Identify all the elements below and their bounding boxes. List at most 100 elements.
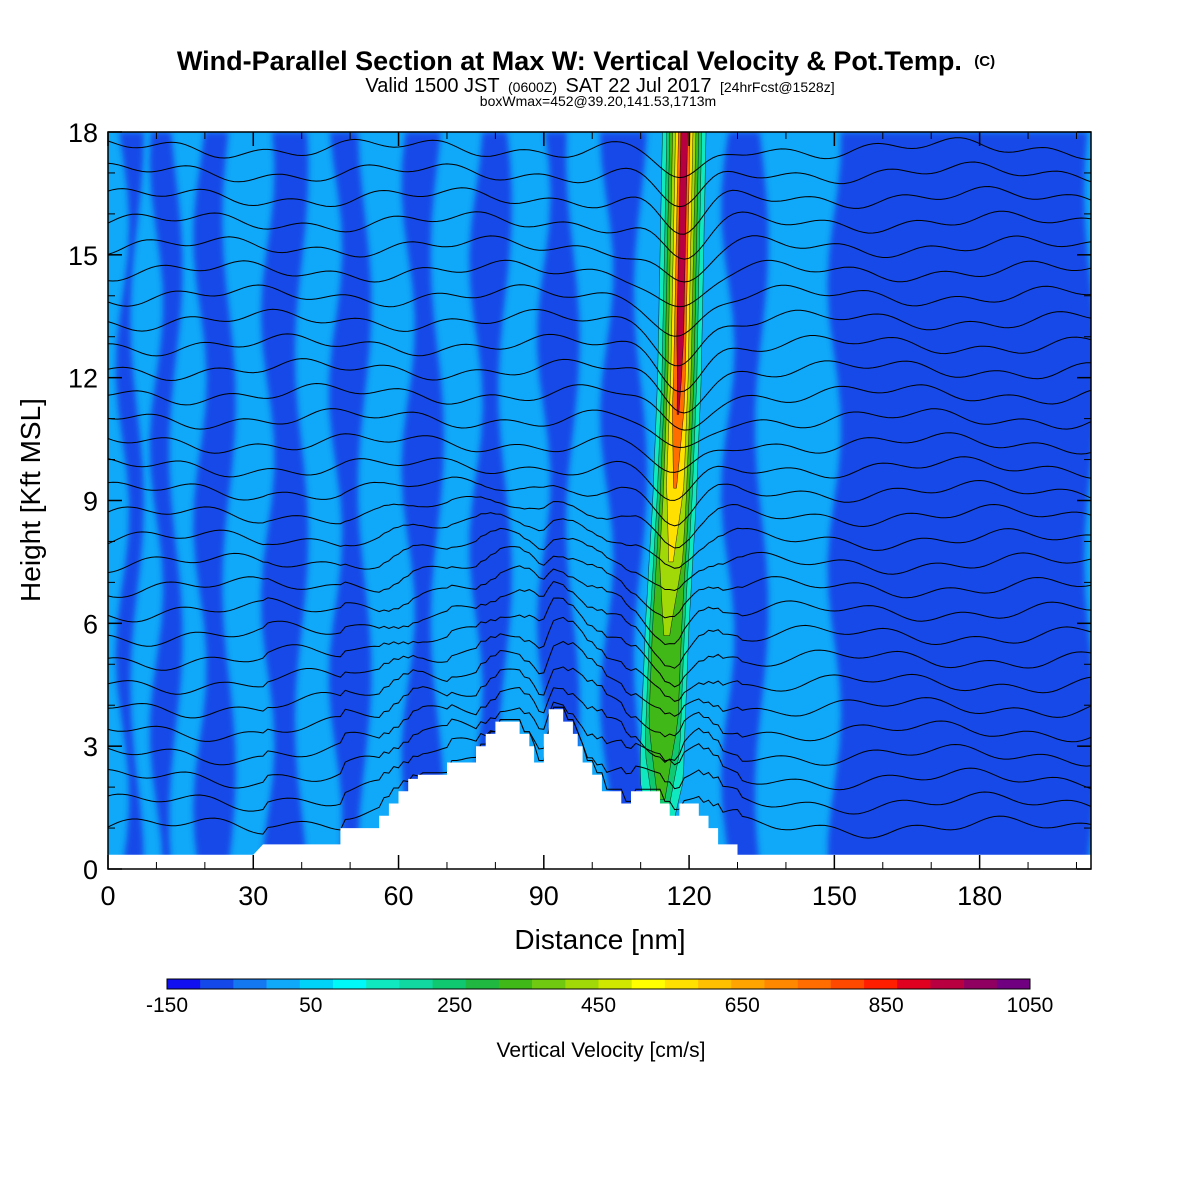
chart-subtitle-2: boxWmax=452@39.20,141.53,1713m <box>480 93 716 109</box>
y-tick-label: 15 <box>68 241 98 271</box>
isentrope-line <box>108 210 1091 260</box>
colorbar: -150 50 250 450 650 850 1050 <box>146 978 1054 1017</box>
isentrope-line <box>108 706 1091 815</box>
isentrope-line <box>108 666 1091 743</box>
colorbar-tick-label: 50 <box>299 994 322 1017</box>
chart-title: Wind-Parallel Section at Max W: Vertical… <box>177 46 995 76</box>
colorbar-swatch <box>366 979 400 989</box>
y-tick-label: 3 <box>83 732 98 762</box>
x-tick-label: 60 <box>384 881 414 911</box>
isentrope-line <box>108 597 1091 688</box>
isentrope-line <box>108 546 1091 619</box>
colorbar-swatch <box>332 979 367 989</box>
colorbar-swatch <box>797 979 832 989</box>
colorbar-swatch <box>465 979 500 989</box>
isentrope-line <box>108 432 1091 473</box>
x-tick-label: 30 <box>238 881 268 911</box>
terrain <box>108 709 1091 869</box>
x-tick-label: 150 <box>812 881 857 911</box>
isentrope-line <box>108 358 1091 414</box>
colorbar-swatch <box>631 979 666 989</box>
colorbar-label: Vertical Velocity [cm/s] <box>497 1039 706 1062</box>
x-tick-label: 90 <box>529 881 559 911</box>
isentrope-line <box>108 161 1091 208</box>
x-axis-label: Distance [nm] <box>514 924 685 955</box>
colorbar-swatch <box>167 979 201 989</box>
updraft-contour <box>676 132 688 415</box>
colorbar-swatch <box>399 979 433 989</box>
colorbar-swatch <box>830 979 865 989</box>
downdraft-band <box>721 132 769 869</box>
downdraft-band <box>827 132 1091 869</box>
colorbar-swatch <box>498 979 533 989</box>
x-tick-label: 180 <box>957 881 1002 911</box>
colorbar-swatch <box>897 979 931 989</box>
isentrope-line <box>108 496 1091 549</box>
isentrope-line <box>108 137 1091 179</box>
downdraft-band <box>328 132 372 869</box>
plot-area <box>108 132 1091 869</box>
vertical-velocity-field <box>115 132 1091 869</box>
colorbar-swatch <box>664 979 699 989</box>
isentrope-line <box>108 706 1091 839</box>
isentrope-line <box>108 333 1091 393</box>
chart-subtitle: Valid 1500 JST (0600Z) SAT 22 Jul 2017 [… <box>365 75 834 97</box>
isentrope-line <box>108 456 1091 501</box>
y-axis-label: Height [Kft MSL] <box>15 398 46 602</box>
downdraft-band <box>261 132 309 869</box>
isentrope-line <box>108 701 1091 791</box>
potential-temperature-contours <box>108 137 1091 839</box>
colorbar-swatch <box>200 979 234 989</box>
colorbar-swatch <box>598 979 632 989</box>
isentrope-line <box>108 476 1091 527</box>
isentrope-line <box>108 284 1091 337</box>
isentrope-line <box>108 640 1091 719</box>
downdraft-band <box>401 132 445 869</box>
colorbar-swatch <box>233 979 267 989</box>
y-tick-label: 6 <box>83 609 98 639</box>
axes: 0 30 60 90 120 150 180 0 3 6 9 12 15 18 <box>68 118 1091 911</box>
colorbar-tick-label: 450 <box>581 994 616 1017</box>
isentrope-line <box>108 259 1091 308</box>
downdraft-band <box>149 132 183 869</box>
isentrope-line <box>108 382 1091 431</box>
colorbar-swatch <box>963 979 998 989</box>
colorbar-tick-label: 1050 <box>1007 994 1054 1017</box>
colorbar-swatch <box>698 979 732 989</box>
colorbar-tick-label: 850 <box>869 994 904 1017</box>
colorbar-swatch <box>299 979 334 989</box>
y-tick-label: 18 <box>68 118 98 148</box>
x-tick-label: 0 <box>100 881 115 911</box>
isentrope-line <box>108 580 1091 669</box>
colorbar-swatch <box>996 979 1031 989</box>
isentrope-line <box>108 235 1091 283</box>
colorbar-swatch <box>731 979 765 989</box>
colorbar-tick-label: -150 <box>146 994 188 1017</box>
colorbar-swatch <box>266 979 301 989</box>
isentrope-line <box>108 408 1091 449</box>
isentrope-line <box>108 527 1091 592</box>
y-tick-label: 0 <box>83 855 98 885</box>
downdraft-band <box>115 132 144 869</box>
colorbar-tick-label: 650 <box>725 994 760 1017</box>
isentrope-line <box>108 686 1091 767</box>
updraft-core <box>639 132 707 857</box>
colorbar-frame <box>166 978 1031 990</box>
colorbar-swatch <box>432 979 467 989</box>
downdraft-band <box>193 132 236 869</box>
downdraft-band <box>469 132 512 869</box>
isentrope-line <box>108 308 1091 367</box>
isentrope-line <box>108 616 1091 702</box>
x-tick-label: 120 <box>667 881 712 911</box>
y-tick-label: 9 <box>83 487 98 517</box>
colorbar-swatch <box>864 979 898 989</box>
colorbar-swatch <box>565 979 599 989</box>
y-tick-label: 12 <box>68 364 98 394</box>
colorbar-tick-label: 250 <box>437 994 472 1017</box>
colorbar-swatch <box>532 979 566 989</box>
colorbar-swatch <box>764 979 798 989</box>
isentrope-line <box>108 512 1091 569</box>
colorbar-swatch <box>930 979 964 989</box>
isentrope-line <box>108 565 1091 646</box>
